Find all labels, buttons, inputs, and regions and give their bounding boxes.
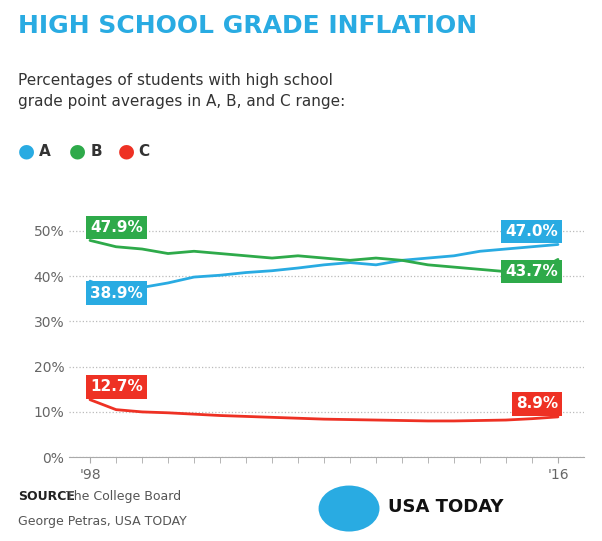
Text: C: C: [138, 144, 149, 159]
Text: 12.7%: 12.7%: [90, 379, 143, 394]
Text: 47.0%: 47.0%: [505, 224, 558, 239]
Text: SOURCE: SOURCE: [18, 490, 75, 503]
Text: ●: ●: [117, 142, 134, 161]
Text: HIGH SCHOOL GRADE INFLATION: HIGH SCHOOL GRADE INFLATION: [18, 14, 477, 37]
Text: George Petras, USA TODAY: George Petras, USA TODAY: [18, 515, 187, 528]
Text: The College Board: The College Board: [62, 490, 181, 503]
Text: 38.9%: 38.9%: [90, 286, 143, 301]
Text: 8.9%: 8.9%: [516, 397, 558, 412]
Text: B: B: [90, 144, 102, 159]
Text: ●: ●: [69, 142, 86, 161]
Text: USA TODAY: USA TODAY: [388, 498, 503, 517]
Ellipse shape: [318, 486, 379, 531]
Text: Percentages of students with high school
grade point averages in A, B, and C ran: Percentages of students with high school…: [18, 73, 346, 109]
Text: A: A: [39, 144, 51, 159]
Text: 43.7%: 43.7%: [505, 264, 558, 279]
Text: ●: ●: [18, 142, 35, 161]
Text: 47.9%: 47.9%: [90, 220, 143, 235]
